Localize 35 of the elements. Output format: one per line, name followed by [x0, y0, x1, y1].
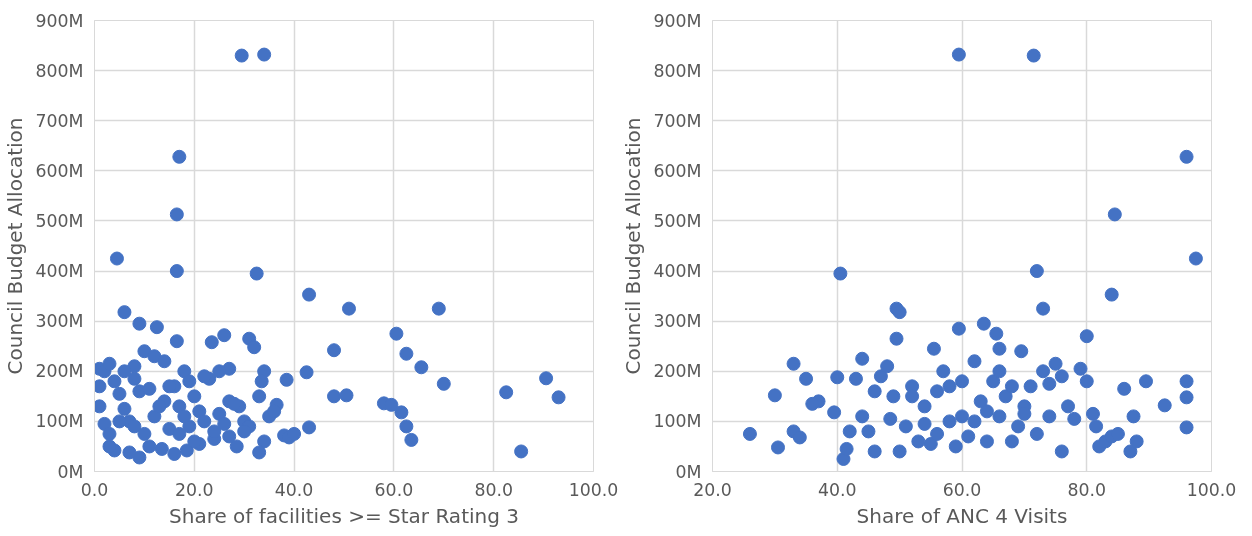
x-tick-label: 60.0: [374, 479, 414, 500]
y-tick-label: 100M: [653, 411, 702, 432]
x-axis-title: Share of facilities >= Star Rating 3: [169, 503, 519, 528]
x-tick-label: 40.0: [274, 479, 314, 500]
x-tick-label: 100.0: [568, 479, 619, 500]
y-tick-label: 700M: [653, 110, 702, 131]
x-tick-label: 20.0: [175, 479, 214, 500]
y-tick-label: 200M: [35, 361, 84, 382]
y-tick-label: 200M: [653, 361, 702, 382]
x-tick-label: 100.0: [1186, 479, 1237, 500]
y-tick-label: 0M: [675, 461, 702, 482]
y-tick-label: 300M: [35, 311, 84, 332]
y-tick-label: 300M: [653, 311, 702, 332]
y-tick-label: 800M: [653, 60, 702, 81]
y-tick-label: 600M: [35, 160, 84, 181]
x-tick-label: 0.0: [80, 479, 109, 500]
x-tick-label: 20.0: [693, 479, 732, 500]
y-axis-title: Council Budget Allocation: [3, 117, 28, 375]
y-tick-label: 100M: [35, 411, 84, 432]
y-tick-label: 900M: [35, 10, 84, 31]
x-tick-label: 80.0: [1067, 479, 1107, 500]
x-tick-label: 60.0: [942, 479, 982, 500]
y-axis-title: Council Budget Allocation: [621, 117, 646, 375]
x-tick-label: 80.0: [474, 479, 513, 500]
y-tick-label: 700M: [35, 110, 84, 131]
x-tick-label: 40.0: [817, 479, 857, 500]
y-tick-label: 500M: [653, 210, 702, 231]
y-tick-label: 400M: [653, 261, 702, 282]
x-axis-title: Share of ANC 4 Visits: [856, 503, 1068, 528]
y-tick-label: 600M: [653, 160, 702, 181]
y-tick-label: 500M: [35, 210, 84, 231]
y-tick-label: 400M: [35, 261, 84, 282]
y-tick-label: 900M: [653, 10, 702, 31]
y-tick-label: 800M: [35, 60, 84, 81]
y-tick-label: 0M: [57, 461, 84, 482]
